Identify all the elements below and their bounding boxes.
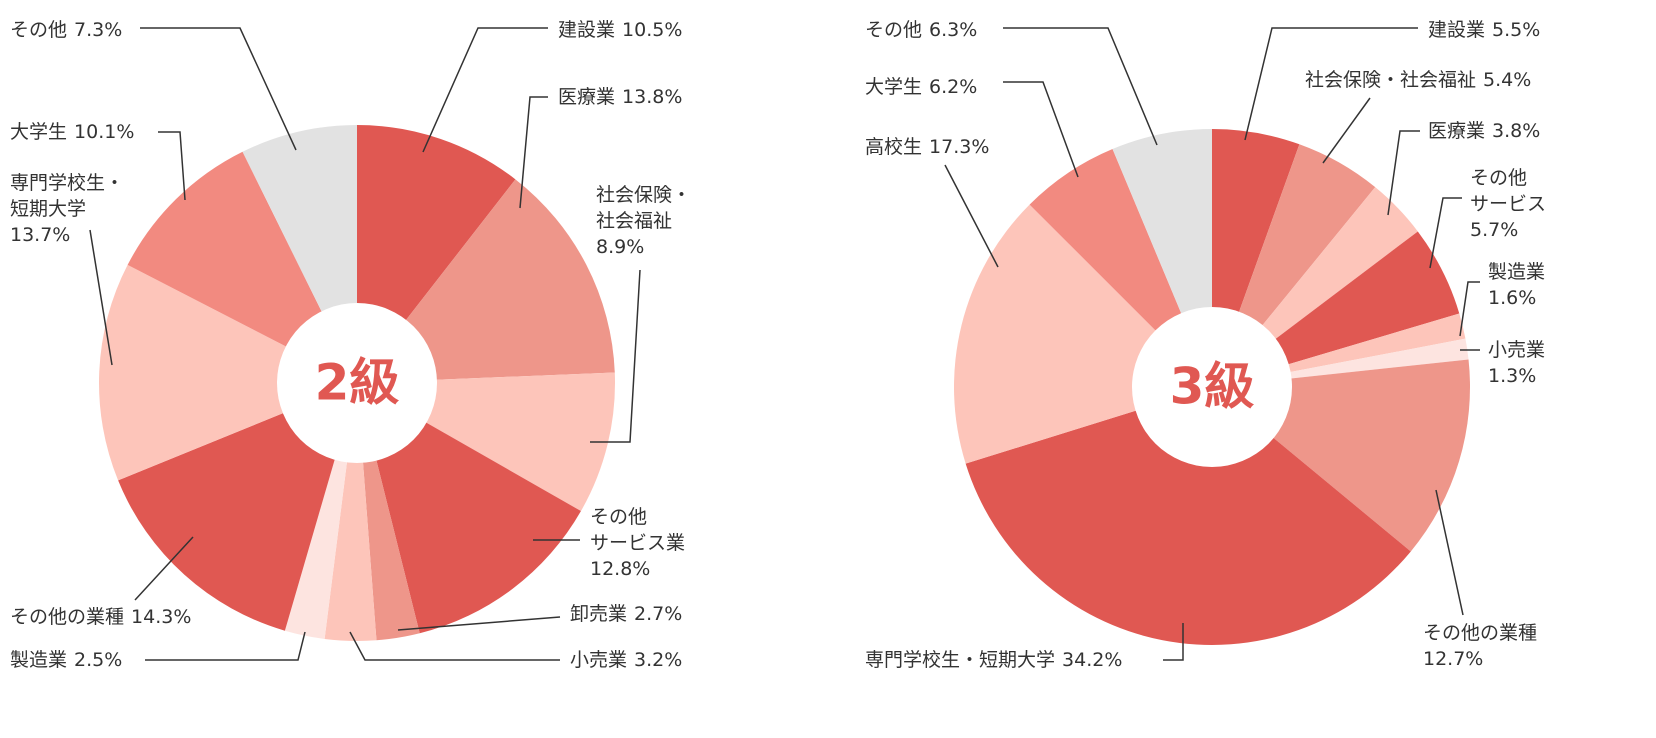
pie-slice — [965, 387, 1411, 645]
leader-line — [422, 27, 548, 153]
leader-line — [1322, 97, 1371, 164]
leader-line — [944, 164, 999, 268]
category-name: 小売業 — [570, 649, 628, 671]
pie-slice — [118, 383, 357, 631]
slice-label: その他 サービス 5.7% — [1470, 165, 1546, 243]
value-label: 1.3% — [1488, 365, 1537, 387]
value-label: 3.2% — [634, 649, 683, 671]
pie-slice — [357, 179, 615, 383]
value-label: 7.3% — [74, 19, 123, 41]
slice-label: 社会保険・ 社会福祉 8.9% — [596, 182, 691, 260]
value-label: 13.8% — [622, 86, 683, 108]
category-name: 建設業 — [1428, 19, 1486, 41]
slice-label: 建設業 5.5% — [1428, 17, 1540, 43]
value-label: 34.2% — [1062, 649, 1123, 671]
leader-line — [519, 96, 548, 209]
leader-line — [1003, 27, 1158, 146]
value-label: 10.1% — [74, 121, 135, 143]
leader-line — [1429, 197, 1462, 269]
leader-line — [1244, 27, 1418, 141]
value-label: 5.5% — [1492, 19, 1541, 41]
value-label: 10.5% — [622, 19, 683, 41]
category-name: 卸売業 — [570, 603, 628, 625]
slice-label: 製造業 1.6% — [1488, 259, 1545, 311]
category-name: 社会保険・ 社会福祉 — [596, 184, 692, 232]
slice-label: 小売業 1.3% — [1488, 337, 1545, 389]
value-label: 5.4% — [1483, 69, 1532, 91]
slice-label: その他の業種 12.7% — [1423, 620, 1537, 672]
category-name: 大学生 — [10, 121, 68, 143]
value-label: 6.2% — [929, 76, 978, 98]
category-name: 専門学校生・ 短期大学 — [10, 172, 125, 220]
leader-line — [397, 616, 561, 631]
slice-label: 小売業 3.2% — [570, 647, 682, 673]
slice-label: 大学生 6.2% — [865, 74, 977, 100]
donut-hole — [1132, 307, 1292, 467]
slice-label: 専門学校生・短期大学 34.2% — [865, 647, 1122, 673]
leader-line — [145, 631, 306, 661]
value-label: 1.6% — [1488, 287, 1537, 309]
category-name: 製造業 — [1488, 261, 1546, 283]
category-name: 高校生 — [865, 136, 923, 158]
slice-label: 高校生 17.3% — [865, 134, 989, 160]
category-name: 小売業 — [1488, 339, 1546, 361]
value-label: 2.5% — [74, 649, 123, 671]
slice-label: その他 7.3% — [10, 17, 122, 43]
category-name: その他 サービス — [1470, 167, 1547, 215]
category-name: 大学生 — [865, 76, 923, 98]
leader-line — [1459, 281, 1480, 337]
leader-line — [89, 229, 113, 366]
value-label: 12.8% — [590, 558, 651, 580]
category-name: 社会保険・社会福祉 — [1305, 69, 1477, 91]
value-label: 8.9% — [596, 236, 645, 258]
category-name: 専門学校生・短期大学 — [865, 649, 1056, 671]
leader-line — [1163, 623, 1184, 661]
slice-label: 製造業 2.5% — [10, 647, 122, 673]
donut-hole — [277, 303, 437, 463]
value-label: 14.3% — [131, 606, 192, 628]
value-label: 2.7% — [634, 603, 683, 625]
slice-label: 医療業 3.8% — [1428, 118, 1540, 144]
slice-label: その他 6.3% — [865, 17, 977, 43]
leader-line — [158, 131, 186, 201]
slice-label: 社会保険・社会福祉 5.4% — [1305, 67, 1531, 93]
leader-line — [349, 631, 560, 661]
value-label: 12.7% — [1423, 648, 1484, 670]
pie-slice — [357, 383, 581, 634]
leader-line — [1387, 130, 1420, 216]
value-label: 5.7% — [1470, 219, 1519, 241]
category-name: その他 サービス業 — [590, 506, 686, 554]
chart-title: 2級 — [315, 354, 400, 412]
slice-label: 医療業 13.8% — [558, 84, 682, 110]
slice-label: 卸売業 2.7% — [570, 601, 682, 627]
leader-line — [134, 536, 194, 601]
value-label: 3.8% — [1492, 120, 1541, 142]
slice-label: 専門学校生・ 短期大学 13.7% — [10, 170, 124, 248]
category-name: 医療業 — [558, 86, 616, 108]
value-label: 17.3% — [929, 136, 990, 158]
pie-slice — [98, 264, 357, 481]
pie-slice — [324, 383, 377, 641]
pie-slice — [127, 151, 357, 383]
category-name: その他 — [865, 19, 923, 41]
category-name: 製造業 — [10, 649, 68, 671]
chart-title: 3級 — [1170, 358, 1255, 416]
slice-label: 建設業 10.5% — [558, 17, 682, 43]
slice-label: その他の業種 14.3% — [10, 604, 191, 630]
slice-label: その他 サービス業 12.8% — [590, 504, 685, 582]
leader-line — [140, 27, 297, 151]
category-name: その他 — [10, 19, 68, 41]
value-label: 13.7% — [10, 224, 71, 246]
category-name: 建設業 — [558, 19, 616, 41]
category-name: 医療業 — [1428, 120, 1486, 142]
leader-line — [1435, 489, 1464, 616]
slice-label: 大学生 10.1% — [10, 119, 134, 145]
leader-line — [590, 269, 641, 443]
category-name: その他の業種 — [1423, 622, 1538, 644]
value-label: 6.3% — [929, 19, 978, 41]
leader-line — [1003, 81, 1079, 178]
category-name: その他の業種 — [10, 606, 125, 628]
